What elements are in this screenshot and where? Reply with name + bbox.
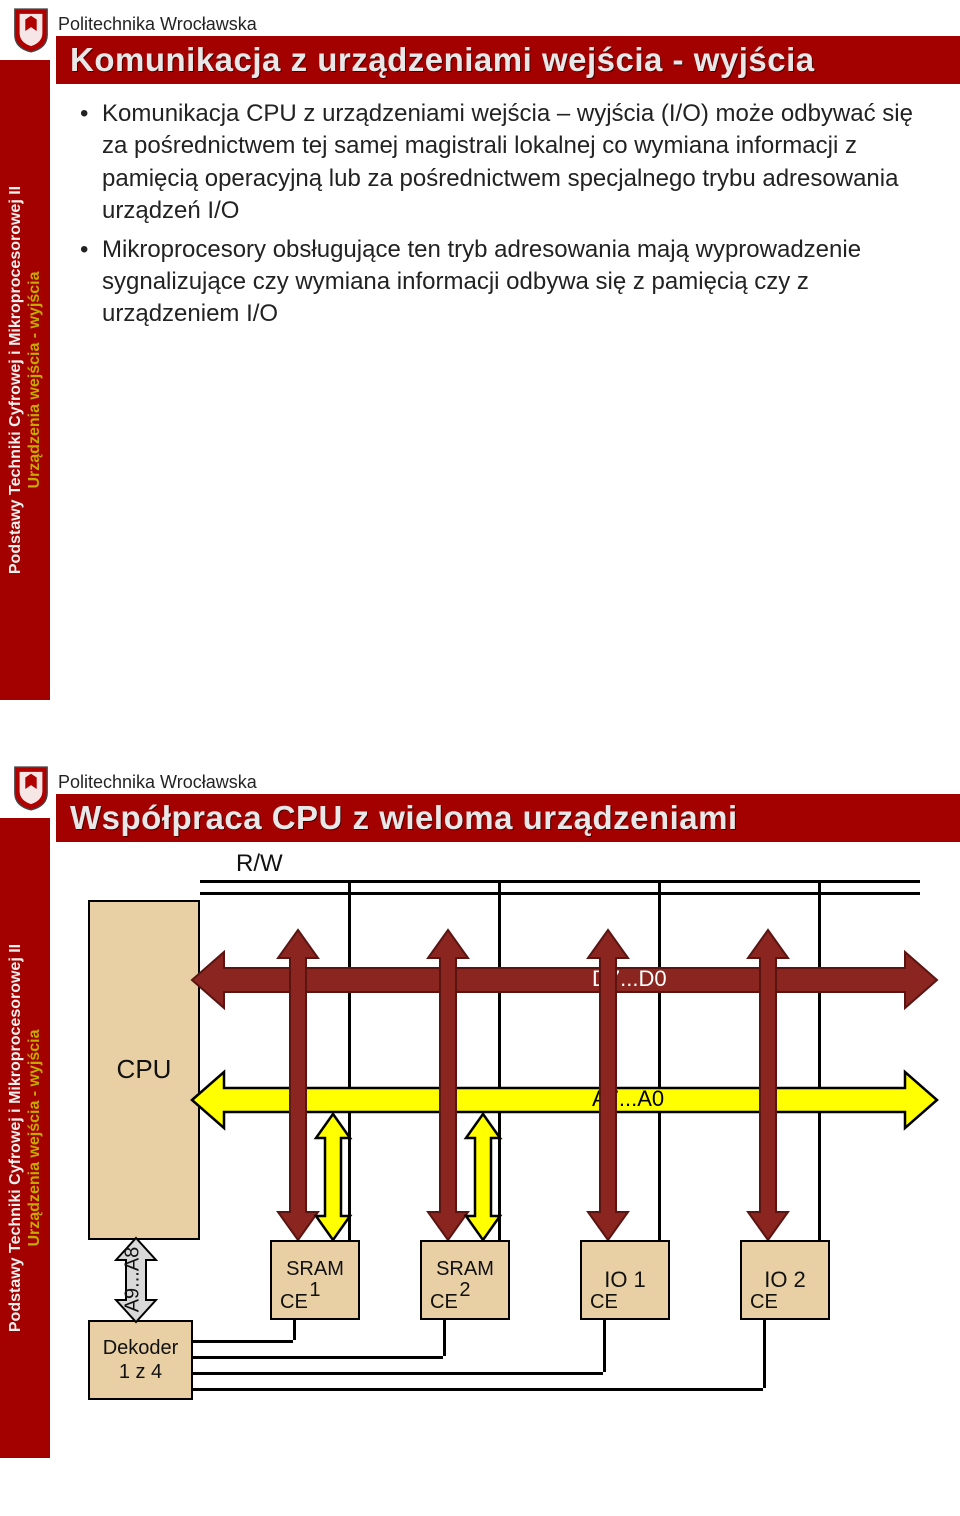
rw-drop-4 <box>818 880 821 1240</box>
sidebar-subtitle: Urządzenia wejścia - wyjścia <box>26 1030 43 1247</box>
sidebar-bar: Podstawy Techniki Cyfrowej i Mikroproces… <box>0 60 50 700</box>
cpu-bus-diagram: R/W CPU D7...D0 A7...A0 <box>80 850 950 1410</box>
io1-box: IO 1 CE <box>580 1240 670 1320</box>
addr-high-label: A9...A8 <box>121 1247 144 1313</box>
sram1-box: SRAM1 CE <box>270 1240 360 1320</box>
sidebar-title: Podstawy Techniki Cyfrowej i Mikroproces… <box>7 186 24 574</box>
rw-label: R/W <box>236 850 283 878</box>
bullet-1: Komunikacja CPU z urządzeniami wejścia –… <box>80 98 930 228</box>
slide-title-bar: Współpraca CPU z wieloma urządzeniami <box>56 794 960 842</box>
dec-rail-1 <box>193 1340 293 1343</box>
dec-rail-4 <box>193 1388 763 1391</box>
slide-title-bar: Komunikacja z urządzeniami wejścia - wyj… <box>56 36 960 84</box>
sidebar-bar: Podstawy Techniki Cyfrowej i Mikroproces… <box>0 818 50 1458</box>
data-drop-1 <box>276 930 320 1240</box>
data-drop-3 <box>586 930 630 1240</box>
addr-drop-2 <box>466 1114 500 1240</box>
dec-up-4 <box>763 1320 766 1388</box>
io1-ce: CE <box>590 1290 618 1314</box>
dec-rail-2 <box>193 1356 443 1359</box>
university-crest-icon <box>12 6 50 54</box>
decoder-box: Dekoder1 z 4 <box>88 1320 193 1400</box>
bullet-2: Mikroprocesory obsługujące ten tryb adre… <box>80 234 930 331</box>
slide-content: Komunikacja CPU z urządzeniami wejścia –… <box>80 98 930 337</box>
cpu-label: CPU <box>117 1054 172 1085</box>
dec-up-2 <box>443 1320 446 1356</box>
sidebar-subtitle: Urządzenia wejścia - wyjścia <box>26 272 43 489</box>
cpu-box: CPU <box>88 900 200 1240</box>
sram2-ce: CE <box>430 1290 458 1314</box>
sidebar-title: Podstawy Techniki Cyfrowej i Mikroproces… <box>7 944 24 1332</box>
data-drop-4 <box>746 930 790 1240</box>
university-name: Politechnika Wrocławska <box>58 14 257 35</box>
slide-1: Podstawy Techniki Cyfrowej i Mikroproces… <box>0 0 960 758</box>
io2-box: IO 2 CE <box>740 1240 830 1320</box>
sram1-ce: CE <box>280 1290 308 1314</box>
rw-line-top <box>200 880 920 883</box>
slide-title: Komunikacja z urządzeniami wejścia - wyj… <box>70 41 815 79</box>
slide-2: Podstawy Techniki Cyfrowej i Mikroproces… <box>0 758 960 1516</box>
io2-ce: CE <box>750 1290 778 1314</box>
slide-title: Współpraca CPU z wieloma urządzeniami <box>70 799 738 837</box>
addr-drop-1 <box>316 1114 350 1240</box>
sram2-box: SRAM2 CE <box>420 1240 510 1320</box>
university-crest-icon <box>12 764 50 812</box>
data-drop-2 <box>426 930 470 1240</box>
decoder-label: Dekoder1 z 4 <box>103 1336 179 1384</box>
dec-up-1 <box>293 1320 296 1340</box>
dec-rail-3 <box>193 1372 603 1375</box>
rw-line-bot <box>200 892 920 895</box>
rw-drop-3 <box>658 880 661 1240</box>
dec-up-3 <box>603 1320 606 1372</box>
university-name: Politechnika Wrocławska <box>58 772 257 793</box>
